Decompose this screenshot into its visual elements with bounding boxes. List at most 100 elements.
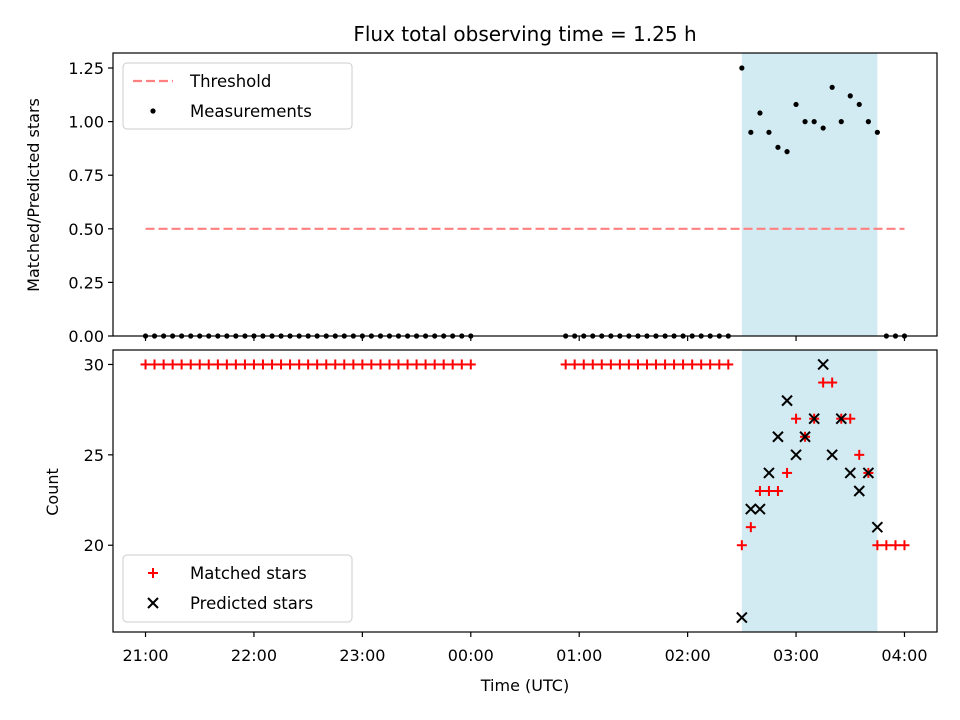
data-point bbox=[194, 359, 205, 370]
data-point bbox=[745, 522, 756, 533]
series-matched-stars bbox=[140, 359, 910, 551]
data-point bbox=[239, 359, 250, 370]
data-point bbox=[203, 359, 214, 370]
data-point bbox=[465, 359, 476, 370]
data-point bbox=[230, 359, 241, 370]
data-point bbox=[874, 129, 880, 135]
data-point bbox=[650, 359, 661, 370]
data-point bbox=[745, 503, 757, 515]
data-point bbox=[257, 359, 268, 370]
data-point bbox=[569, 359, 580, 370]
bottom-y-tick-label: 30 bbox=[84, 355, 104, 374]
data-point bbox=[312, 359, 323, 370]
x-tick-label: 03:00 bbox=[773, 646, 819, 665]
data-point bbox=[748, 129, 754, 135]
data-point bbox=[899, 540, 910, 551]
data-point bbox=[723, 359, 734, 370]
data-point bbox=[782, 467, 793, 478]
data-point bbox=[330, 359, 341, 370]
data-point bbox=[872, 540, 883, 551]
data-point bbox=[687, 359, 698, 370]
data-point bbox=[790, 449, 802, 461]
data-point bbox=[835, 412, 847, 425]
data-point bbox=[845, 413, 856, 424]
data-point bbox=[587, 359, 598, 370]
x-tick-label: 04:00 bbox=[881, 646, 927, 665]
legend-box bbox=[122, 554, 353, 623]
data-point bbox=[854, 449, 865, 460]
legend-threshold-label: Threshold bbox=[189, 72, 271, 91]
data-point bbox=[669, 359, 680, 370]
data-point bbox=[817, 358, 829, 371]
data-point bbox=[614, 359, 625, 370]
data-point bbox=[321, 359, 332, 370]
top-y-axis-label: Matched/Predicted stars bbox=[24, 98, 43, 292]
top-y-tick-label: 0.50 bbox=[68, 220, 104, 239]
data-point bbox=[826, 449, 838, 461]
bottom-panel: 20 25 30 21:00 22:00 23:00 00:00 01:00 02:00 03:0… bbox=[84, 349, 938, 665]
data-point bbox=[772, 486, 783, 496]
data-point bbox=[560, 359, 571, 370]
data-point bbox=[714, 359, 725, 370]
series-predicted-stars bbox=[736, 358, 884, 624]
chart-title: Flux total observing time = 1.25 h bbox=[353, 22, 696, 46]
data-point bbox=[393, 359, 404, 370]
data-point bbox=[285, 359, 296, 370]
data-point bbox=[411, 359, 422, 370]
data-point bbox=[641, 359, 652, 370]
top-y-tick-label: 0.00 bbox=[68, 327, 104, 346]
data-point bbox=[865, 119, 871, 125]
data-point bbox=[678, 359, 689, 370]
data-point bbox=[847, 93, 853, 99]
data-point bbox=[853, 485, 865, 497]
x-axis-label: Time (UTC) bbox=[480, 676, 569, 695]
data-point bbox=[784, 149, 790, 155]
data-point bbox=[736, 611, 748, 624]
x-tick-label: 23:00 bbox=[339, 646, 385, 665]
top-y-tick-label: 1.25 bbox=[68, 59, 104, 78]
data-point bbox=[763, 486, 774, 496]
data-point bbox=[881, 540, 892, 551]
bottom-y-tick-label: 20 bbox=[84, 536, 104, 555]
data-point bbox=[158, 359, 169, 370]
data-point bbox=[167, 359, 178, 370]
data-point bbox=[303, 359, 314, 370]
data-point bbox=[632, 359, 643, 370]
data-point bbox=[221, 359, 232, 370]
data-point bbox=[808, 412, 820, 425]
legend-matched-label: Matched stars bbox=[190, 564, 307, 583]
data-point bbox=[890, 540, 901, 551]
data-point bbox=[140, 359, 151, 370]
data-point bbox=[871, 521, 884, 533]
data-point bbox=[856, 101, 862, 108]
data-point bbox=[739, 65, 745, 71]
data-point bbox=[384, 359, 395, 370]
data-point bbox=[705, 359, 716, 370]
top-axes-frame bbox=[112, 52, 938, 337]
data-point bbox=[185, 359, 196, 370]
bottom-legend: Matched stars Predicted stars bbox=[122, 554, 353, 623]
bottom-y-tick-label: 25 bbox=[84, 446, 104, 465]
data-point bbox=[149, 359, 160, 370]
data-point bbox=[267, 359, 278, 370]
top-highlight-span bbox=[741, 53, 878, 336]
legend-predicted-swatch bbox=[147, 597, 159, 609]
data-point bbox=[447, 359, 458, 370]
data-point bbox=[757, 110, 763, 116]
legend-box bbox=[122, 62, 353, 130]
data-point bbox=[775, 144, 781, 150]
data-point bbox=[438, 359, 449, 370]
data-point bbox=[829, 84, 835, 90]
top-y-tick-label: 0.75 bbox=[68, 166, 104, 185]
top-legend: Threshold Measurements bbox=[122, 62, 353, 130]
data-point bbox=[366, 359, 377, 370]
top-y-tick-label: 1.00 bbox=[68, 113, 104, 132]
data-point bbox=[456, 359, 467, 370]
data-point bbox=[793, 101, 799, 108]
data-point bbox=[844, 467, 856, 479]
legend-predicted-label: Predicted stars bbox=[190, 594, 313, 613]
data-point bbox=[862, 467, 875, 479]
x-tick-label: 00:00 bbox=[448, 646, 494, 665]
data-point bbox=[772, 431, 784, 443]
